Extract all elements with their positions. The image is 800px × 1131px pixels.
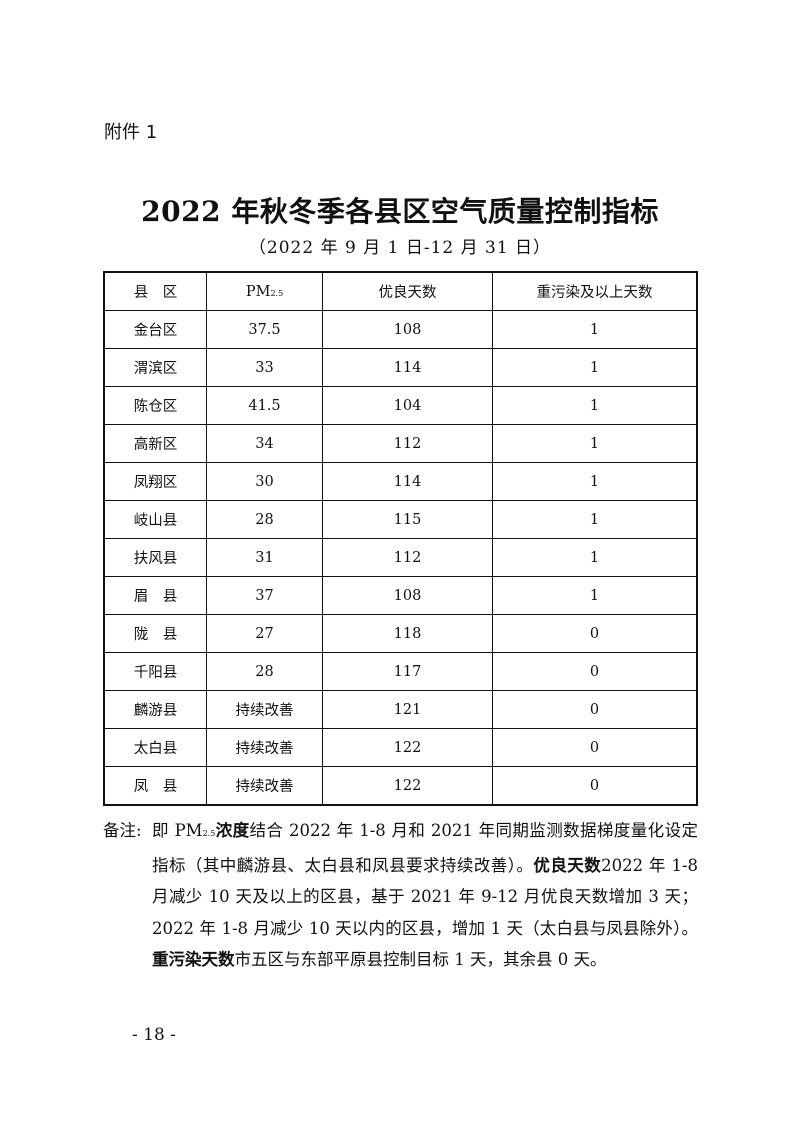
cell-county: 岐山县 — [103, 500, 207, 539]
cell-heavy-days: 1 — [492, 310, 698, 349]
cell-county: 太白县 — [103, 728, 207, 767]
cell-heavy-days: 0 — [492, 690, 698, 729]
attachment-label: 附件 1 — [104, 122, 158, 143]
page-number: - 18 - — [132, 1025, 176, 1045]
cell-pm25: 37 — [206, 576, 323, 615]
cell-heavy-days: 0 — [492, 766, 698, 806]
table-row: 麟游县 持续改善 121 0 — [103, 690, 698, 729]
header-good-days: 优良天数 — [322, 271, 493, 311]
cell-pm25: 持续改善 — [206, 728, 323, 767]
table-header-row: 县 区 PM2.5 优良天数 重污染及以上天数 — [103, 271, 698, 311]
cell-good-days: 114 — [322, 462, 493, 501]
table-row: 高新区 34 112 1 — [103, 424, 698, 463]
cell-good-days: 104 — [322, 386, 493, 425]
cell-county: 眉 县 — [103, 576, 207, 615]
cell-good-days: 117 — [322, 652, 493, 691]
cell-pm25: 27 — [206, 614, 323, 653]
cell-pm25: 持续改善 — [206, 766, 323, 806]
notes-label: 备注: — [103, 821, 142, 840]
cell-good-days: 118 — [322, 614, 493, 653]
header-heavy-pollution-days: 重污染及以上天数 — [492, 271, 698, 311]
header-county: 县 区 — [103, 271, 207, 311]
table-row: 凤 县持续改善 122 0 — [103, 766, 698, 806]
cell-pm25: 31 — [206, 538, 323, 577]
cell-heavy-days: 1 — [492, 462, 698, 501]
cell-pm25: 37.5 — [206, 310, 323, 349]
cell-heavy-days: 1 — [492, 538, 698, 577]
cell-good-days: 112 — [322, 538, 493, 577]
cell-good-days: 108 — [322, 576, 493, 615]
cell-good-days: 122 — [322, 766, 493, 806]
cell-pm25: 33 — [206, 348, 323, 387]
cell-county: 麟游县 — [103, 690, 207, 729]
page-title: 2022 年秋冬季各县区空气质量控制指标 — [141, 195, 659, 228]
cell-good-days: 112 — [322, 424, 493, 463]
table-row: 太白县 持续改善 122 0 — [103, 728, 698, 767]
air-quality-table: 县 区 PM2.5 优良天数 重污染及以上天数 金台区 37.5 108 1 渭滨区 33… — [103, 271, 698, 806]
cell-good-days: 114 — [322, 348, 493, 387]
table-row: 岐山县 28 115 1 — [103, 500, 698, 539]
notes-body: 即 PM2.5浓度结合 2022 年 1-8 月和 2021 年同期监测数据梯度… — [152, 821, 699, 969]
cell-county: 扶风县 — [103, 538, 207, 577]
page-subtitle: （2022 年 9 月 1 日-12 月 31 日） — [248, 238, 552, 258]
cell-county: 千阳县 — [103, 652, 207, 691]
table-row: 千阳县 28 117 0 — [103, 652, 698, 691]
notes: 备注: 即 PM2.5浓度结合 2022 年 1-8 月和 2021 年同期监测… — [103, 815, 698, 976]
header-pm25: PM2.5 — [206, 271, 323, 311]
cell-heavy-days: 1 — [492, 348, 698, 387]
cell-pm25: 28 — [206, 652, 323, 691]
cell-good-days: 122 — [322, 728, 493, 767]
cell-heavy-days: 0 — [492, 728, 698, 767]
cell-heavy-days: 1 — [492, 424, 698, 463]
cell-pm25: 28 — [206, 500, 323, 539]
cell-good-days: 115 — [322, 500, 493, 539]
cell-county: 凤 县 — [103, 766, 207, 806]
cell-county: 凤翔区 — [103, 462, 207, 501]
cell-county: 陇 县 — [103, 614, 207, 653]
cell-county: 陈仓区 — [103, 386, 207, 425]
cell-county: 金台区 — [103, 310, 207, 349]
cell-county: 高新区 — [103, 424, 207, 463]
table-row: 陇 县 27 118 0 — [103, 614, 698, 653]
cell-county: 渭滨区 — [103, 348, 207, 387]
table-row: 渭滨区 33 114 1 — [103, 348, 698, 387]
cell-heavy-days: 0 — [492, 652, 698, 691]
cell-heavy-days: 1 — [492, 386, 698, 425]
cell-heavy-days: 1 — [492, 500, 698, 539]
cell-pm25: 34 — [206, 424, 323, 463]
cell-good-days: 108 — [322, 310, 493, 349]
cell-pm25: 持续改善 — [206, 690, 323, 729]
table-row: 凤翔区 30 114 1 — [103, 462, 698, 501]
cell-pm25: 41.5 — [206, 386, 323, 425]
cell-heavy-days: 1 — [492, 576, 698, 615]
table-row: 眉 县 37 108 1 — [103, 576, 698, 615]
cell-good-days: 121 — [322, 690, 493, 729]
table-row: 扶风县 31 112 1 — [103, 538, 698, 577]
table-row: 金台区 37.5 108 1 — [103, 310, 698, 349]
cell-heavy-days: 0 — [492, 614, 698, 653]
table-row: 陈仓区 41.5 104 1 — [103, 386, 698, 425]
cell-pm25: 30 — [206, 462, 323, 501]
